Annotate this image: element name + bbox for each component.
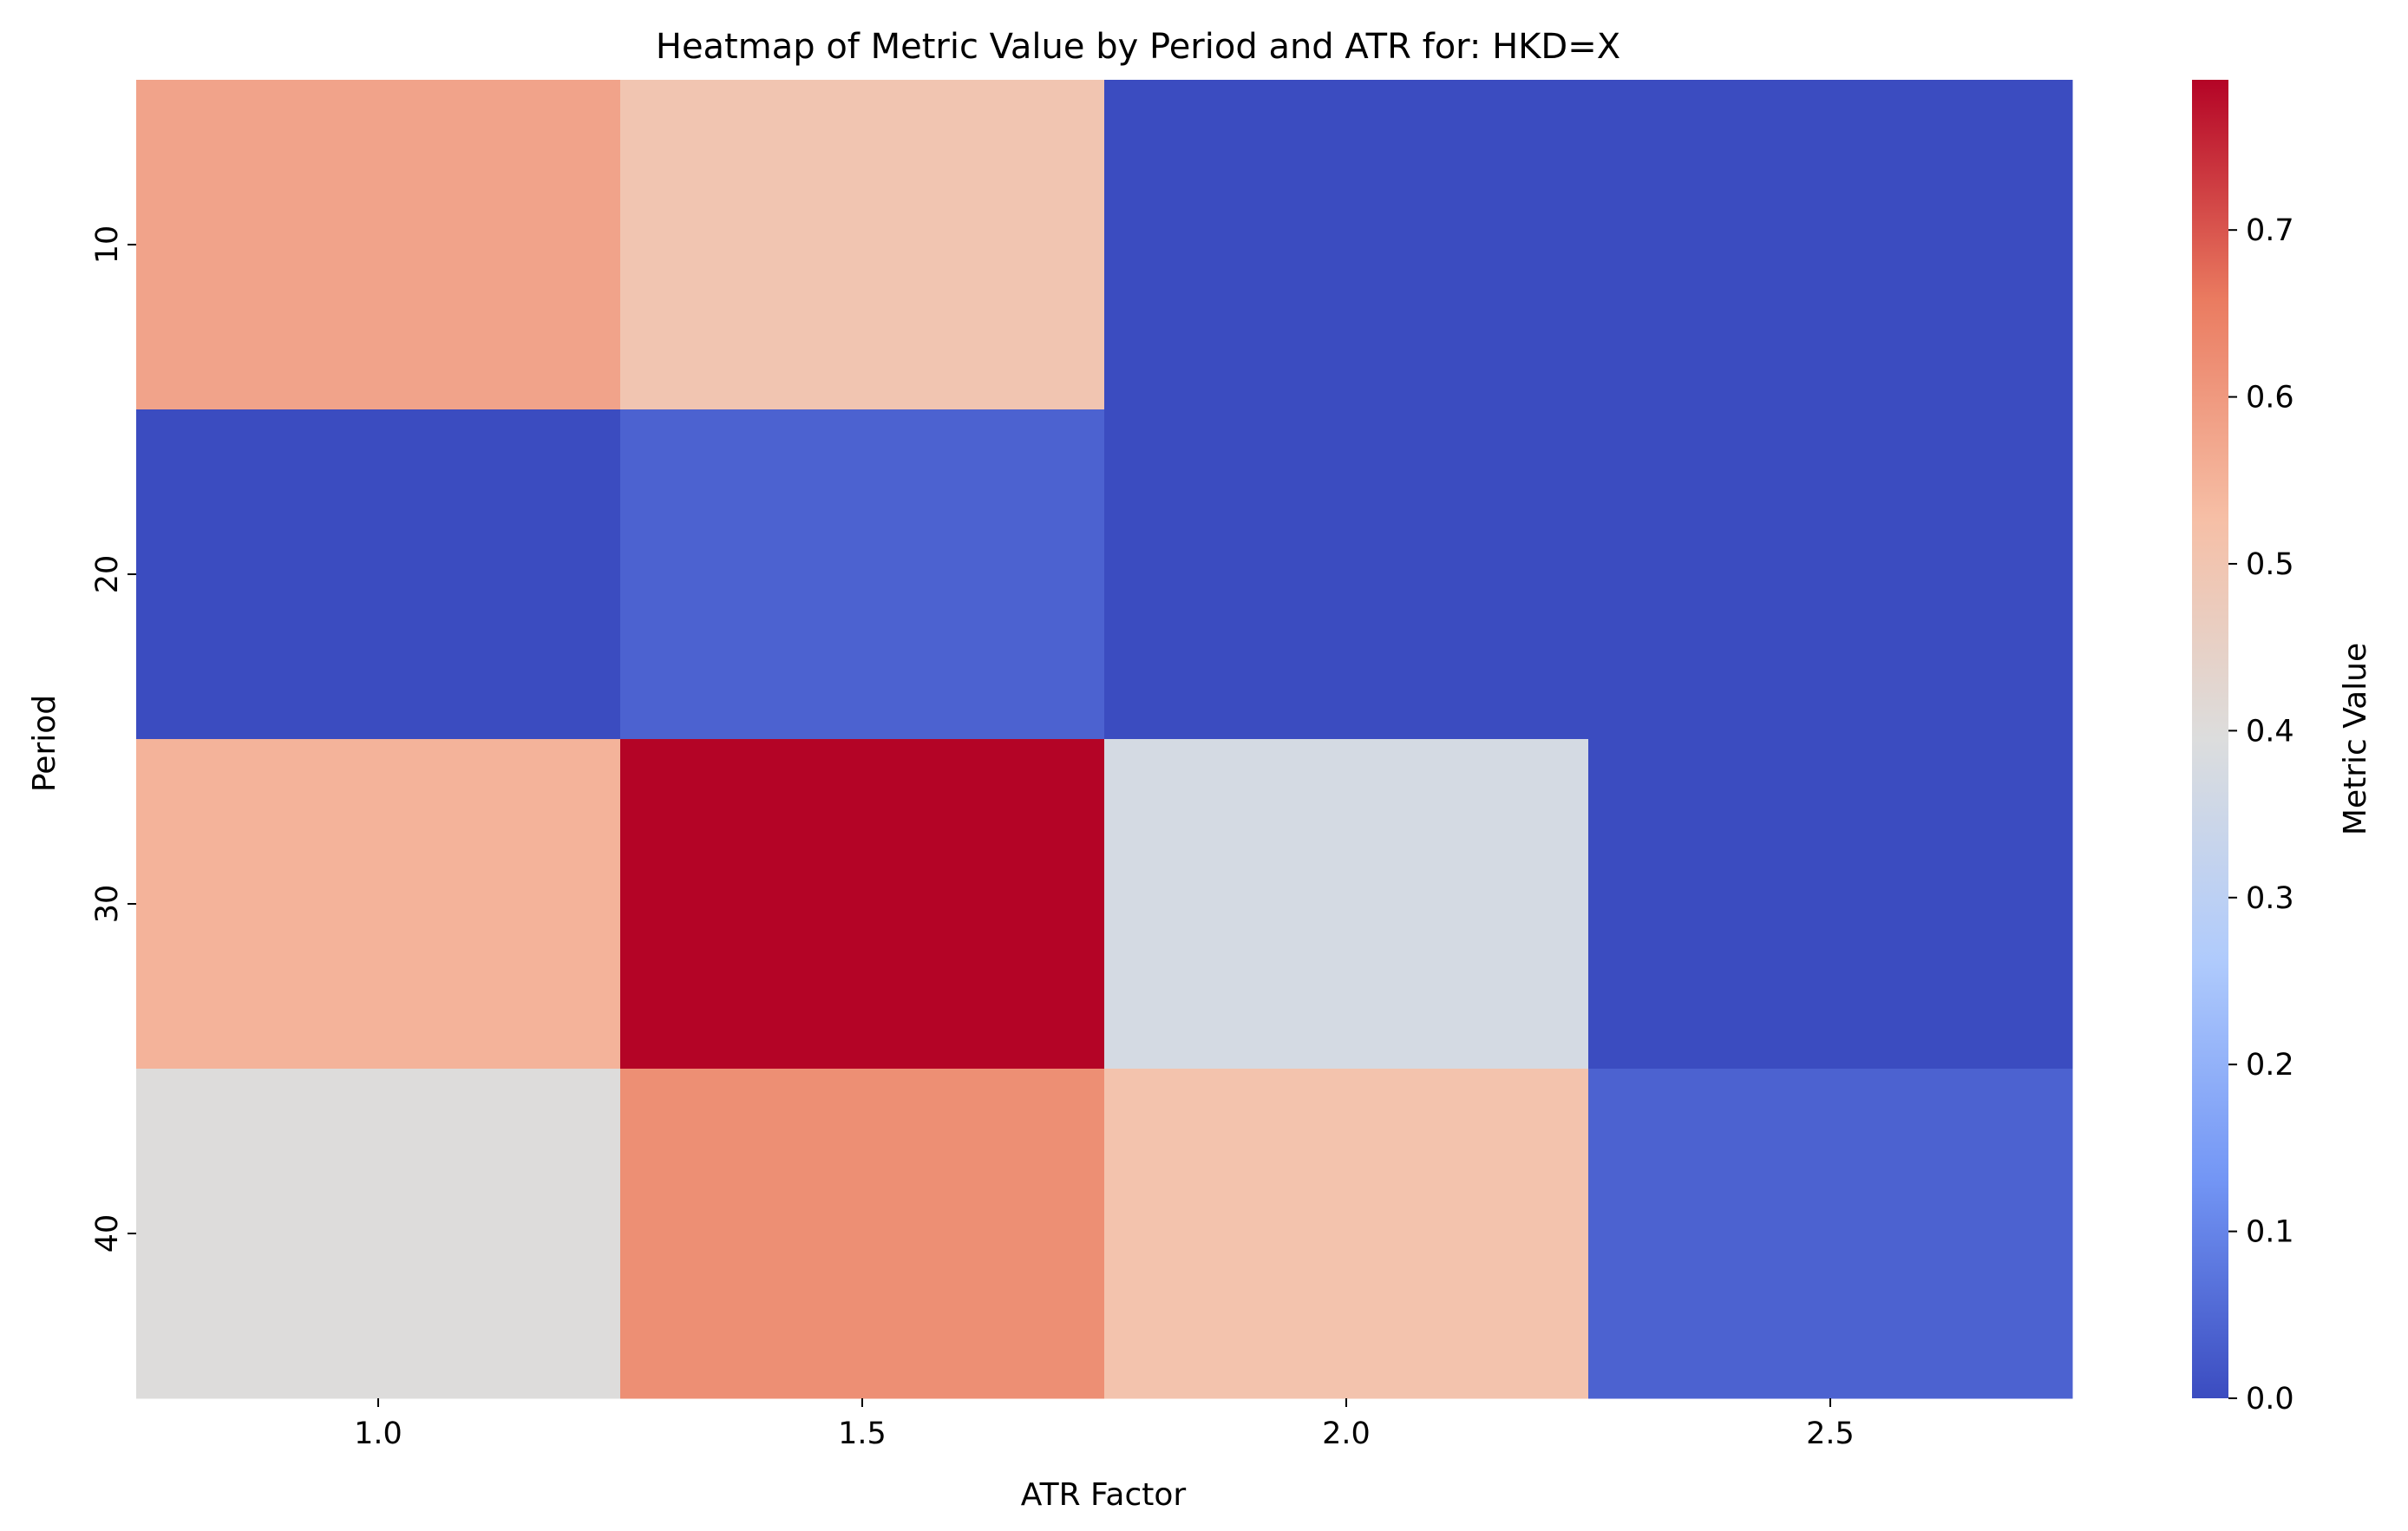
heatmap-cell-r3-c0 xyxy=(136,1069,621,1399)
y-tick-label: 20 xyxy=(90,555,125,594)
colorbar-tick-label: 0.2 xyxy=(2246,1048,2294,1083)
colorbar-tick-label: 0.4 xyxy=(2246,714,2294,749)
colorbar-tick-label: 0.1 xyxy=(2246,1215,2294,1250)
colorbar-ticks: 0.0 0.1 0.2 0.3 0.4 0.5 0.6 0.7 xyxy=(2228,213,2294,1417)
y-axis: 10 20 30 40 xyxy=(90,226,136,1253)
x-tick-label: 1.0 xyxy=(354,1417,402,1451)
y-axis-label: Period xyxy=(27,695,62,792)
heatmap-cell-r1-c1 xyxy=(620,409,1105,740)
heatmap-cells xyxy=(136,80,2073,1399)
heatmap-cell-r0-c2 xyxy=(1104,80,1589,410)
x-axis: 1.0 1.5 2.0 2.5 xyxy=(354,1398,1855,1451)
heatmap-cell-r0-c0 xyxy=(136,80,621,410)
colorbar-tick-label: 0.7 xyxy=(2246,213,2294,248)
colorbar-label: Metric Value xyxy=(2338,643,2373,835)
heatmap-cell-r2-c0 xyxy=(136,739,621,1070)
x-tick-label: 2.5 xyxy=(1806,1417,1855,1451)
colorbar-tick-label: 0.5 xyxy=(2246,547,2294,582)
x-axis-label: ATR Factor xyxy=(1021,1477,1187,1513)
chart-title: Heatmap of Metric Value by Period and AT… xyxy=(656,27,1620,67)
heatmap-cell-r1-c2 xyxy=(1104,409,1589,740)
x-tick-label: 2.0 xyxy=(1322,1417,1371,1451)
y-tick-label: 10 xyxy=(90,226,125,265)
heatmap-cell-r3-c3 xyxy=(1588,1069,2073,1399)
colorbar-tick-label: 0.6 xyxy=(2246,381,2294,415)
heatmap-cell-r2-c3 xyxy=(1588,739,2073,1070)
colorbar-tick-label: 0.0 xyxy=(2246,1382,2294,1417)
heatmap-cell-r3-c2 xyxy=(1104,1069,1589,1399)
heatmap-cell-r3-c1 xyxy=(620,1069,1105,1399)
heatmap-cell-r1-c0 xyxy=(136,409,621,740)
colorbar-tick-label: 0.3 xyxy=(2246,881,2294,916)
y-tick-label: 40 xyxy=(90,1214,125,1253)
colorbar xyxy=(2192,80,2228,1398)
heatmap-cell-r2-c2 xyxy=(1104,739,1589,1070)
heatmap-cell-r0-c1 xyxy=(620,80,1105,410)
y-tick-label: 30 xyxy=(90,885,125,924)
x-tick-label: 1.5 xyxy=(838,1417,887,1451)
heatmap-cell-r1-c3 xyxy=(1588,409,2073,740)
heatmap-cell-r0-c3 xyxy=(1588,80,2073,410)
heatmap-cell-r2-c1 xyxy=(620,739,1105,1070)
